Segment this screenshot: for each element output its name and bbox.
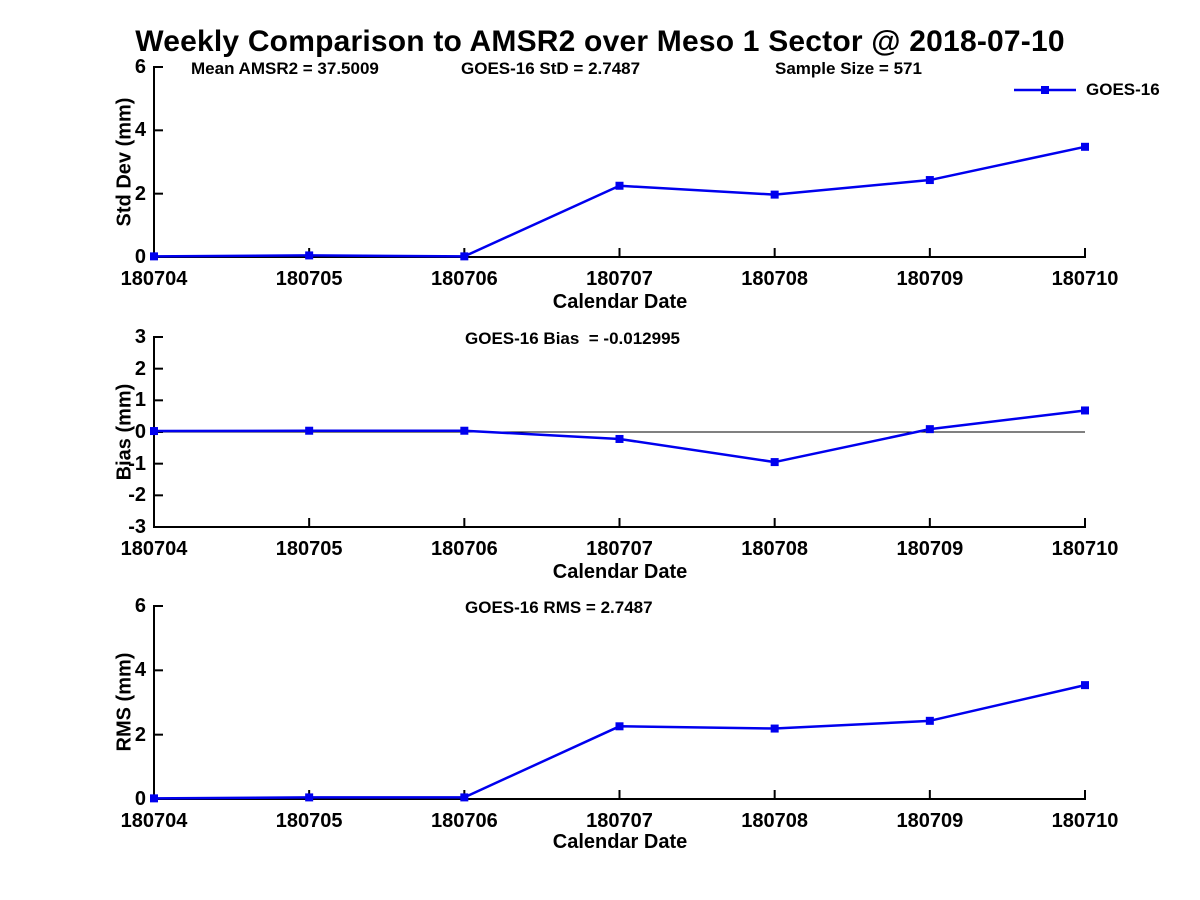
y-tick-label: 0: [134, 421, 146, 443]
x-axis-label-2: Calendar Date: [552, 561, 688, 583]
annotation-goes16-std: GOES-16 StD = 2.7487: [461, 59, 641, 78]
x-tick-label: 180704: [120, 810, 188, 832]
x-tick-label: 180710: [1051, 810, 1119, 832]
y-tick-label: 0: [134, 246, 146, 268]
data-point-marker: [615, 434, 624, 443]
data-point-marker: [1081, 681, 1089, 690]
y-tick-label: 3: [134, 326, 146, 348]
data-point-marker: [150, 794, 158, 803]
data-point-marker: [150, 427, 158, 436]
data-point-marker: [770, 458, 779, 467]
data-point-marker: [150, 252, 158, 261]
y-tick-label: 4: [134, 119, 146, 142]
x-tick-label: 180707: [586, 268, 653, 290]
data-point-marker: [460, 793, 469, 802]
data-point-marker: [925, 716, 934, 725]
data-point-marker: [925, 176, 934, 185]
data-point-marker: [305, 793, 314, 802]
legend: GOES-16: [1013, 80, 1160, 100]
y-tick-label: -1: [128, 452, 146, 475]
data-point-marker: [460, 252, 469, 261]
x-tick-label: 180708: [741, 810, 809, 832]
y-tick-label: -3: [128, 516, 146, 538]
data-point-marker: [1081, 406, 1089, 415]
data-point-marker: [770, 190, 779, 199]
x-tick-label: 180706: [430, 268, 498, 290]
x-tick-label: 180709: [896, 538, 964, 560]
x-tick-label: 180704: [120, 538, 188, 560]
y-tick-label: 2: [134, 357, 146, 380]
x-tick-label: 180710: [1051, 268, 1119, 290]
x-axis-label-1: Calendar Date: [552, 291, 688, 313]
y-tick-label: 6: [134, 595, 146, 617]
x-axis-label-3: Calendar Date: [552, 831, 688, 853]
data-point-marker: [305, 426, 314, 435]
annotation-mean-amsr2: Mean AMSR2 = 37.5009: [191, 59, 379, 78]
x-tick-label: 180707: [586, 538, 653, 560]
annotation-goes16-rms: GOES-16 RMS = 2.7487: [465, 598, 653, 617]
x-tick-label: 180709: [896, 268, 964, 290]
data-point-marker: [925, 425, 934, 434]
y-tick-label: 4: [134, 659, 146, 682]
x-tick-label: 180708: [741, 538, 809, 560]
y-tick-label: 2: [134, 723, 146, 746]
annotation-sample-size: Sample Size = 571: [775, 59, 922, 78]
x-tick-label: 180706: [430, 810, 498, 832]
data-point-marker: [615, 722, 624, 731]
x-tick-label: 180709: [896, 810, 964, 832]
y-tick-label: -2: [128, 484, 146, 507]
y-tick-label: 6: [134, 56, 146, 78]
data-point-marker: [305, 251, 314, 260]
legend-label: GOES-16: [1086, 80, 1160, 99]
figure-title: Weekly Comparison to AMSR2 over Meso 1 S…: [135, 25, 1065, 58]
plot-line: [153, 683, 1086, 800]
x-tick-label: 180705: [275, 538, 343, 560]
x-tick-label: 180704: [120, 268, 188, 290]
y-tick-label: 2: [134, 182, 146, 205]
x-tick-label: 180710: [1051, 538, 1119, 560]
plot-line: [153, 145, 1086, 258]
x-tick-label: 180706: [430, 538, 498, 560]
data-point-marker: [615, 181, 624, 190]
x-tick-label: 180708: [741, 268, 809, 290]
x-tick-label: 180707: [586, 810, 653, 832]
x-tick-label: 180705: [275, 268, 343, 290]
data-point-marker: [460, 426, 469, 435]
annotation-goes16-bias: GOES-16 Bias = -0.012995: [465, 329, 680, 348]
y-tick-label: 1: [134, 389, 146, 412]
data-point-marker: [1081, 142, 1089, 151]
x-tick-label: 180705: [275, 810, 343, 832]
legend-line-marker-icon: [1014, 86, 1076, 94]
data-point-marker: [770, 724, 779, 733]
y-tick-label: 0: [134, 788, 146, 810]
